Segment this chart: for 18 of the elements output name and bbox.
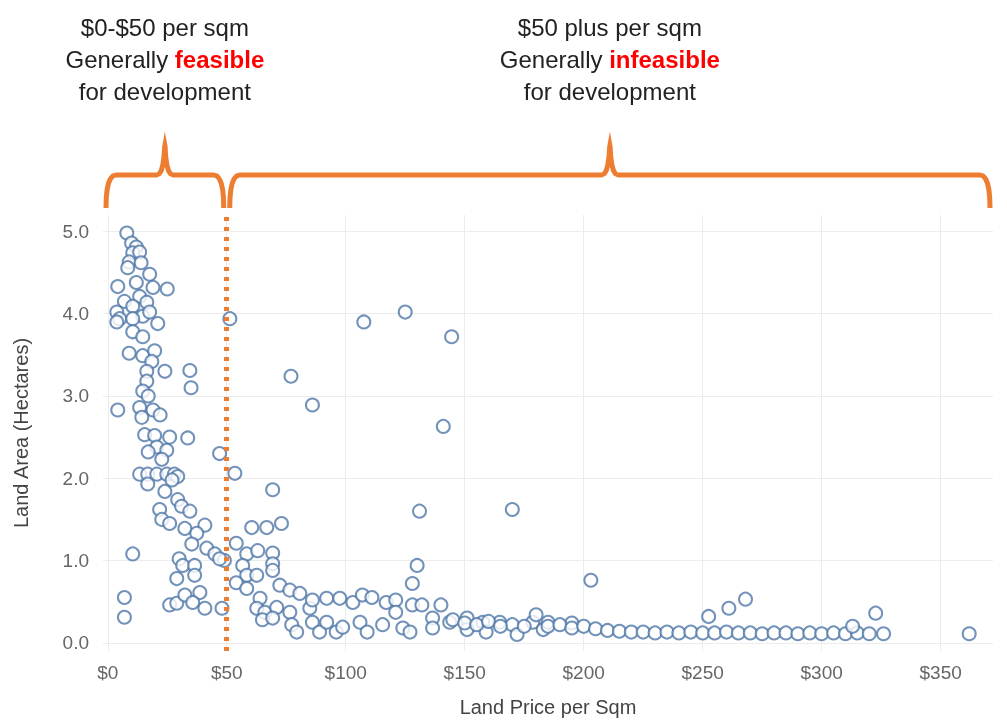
x-tick-label: $50	[210, 662, 243, 683]
y-tick-label: 1.0	[62, 550, 89, 572]
y-tick-label: 5.0	[62, 220, 89, 242]
y-tick-label: 3.0	[62, 385, 89, 407]
y-tick-label: 0.0	[62, 632, 89, 654]
x-tick-label: $350	[919, 662, 962, 683]
y-tick-label: 4.0	[62, 303, 89, 325]
x-tick-label: $200	[562, 662, 605, 683]
y-axis-title: Land Area (Hectares)	[10, 337, 32, 529]
text: $0-$50 per sqm Generally feasible for development	[65, 13, 265, 107]
x-tick-label: $100	[324, 662, 367, 683]
x-axis-title: Land Price per Sqm	[459, 696, 637, 718]
y-tick-label: 2.0	[62, 467, 89, 489]
x-tick-label: $150	[443, 662, 486, 683]
x-tick-label: $250	[681, 662, 724, 683]
x-tick-label: $0	[97, 662, 119, 683]
x-tick-label: $300	[800, 662, 843, 683]
text: $50 plus per sqm Generally infeasible for development	[499, 13, 720, 107]
